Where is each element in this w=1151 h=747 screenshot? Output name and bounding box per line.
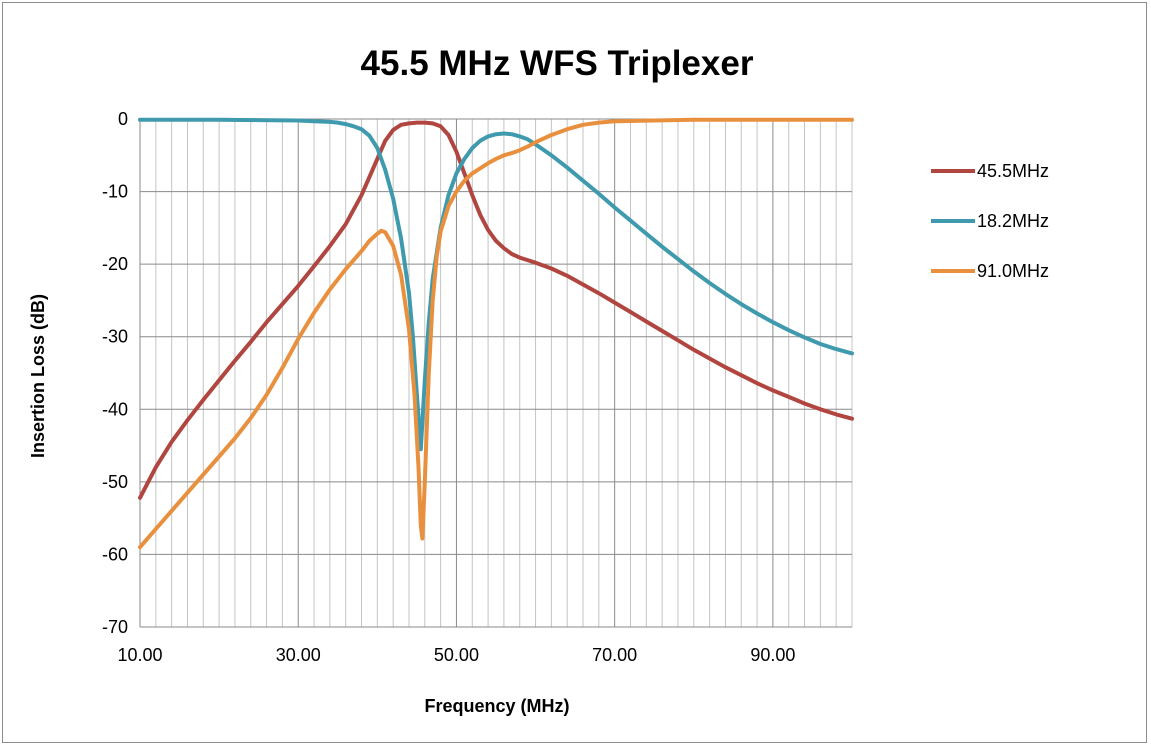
chart-title: 45.5 MHz WFS Triplexer <box>361 44 754 83</box>
series-lines <box>138 117 854 550</box>
series-line-45.5MHz <box>138 120 854 500</box>
x-axis-ticks: 10.00 30.00 50.00 70.00 90.00 <box>117 645 795 665</box>
x-tick-label: 30.00 <box>276 645 321 665</box>
x-tick-label: 50.00 <box>434 645 479 665</box>
legend: 45.5MHz 18.2MHz 91.0MHz <box>931 161 1049 281</box>
series-line-91.0MHz <box>138 117 854 550</box>
x-tick-label: 70.00 <box>592 645 637 665</box>
legend-label: 91.0MHz <box>977 261 1049 281</box>
x-tick-label: 90.00 <box>750 645 795 665</box>
y-tick-label: -20 <box>102 254 128 274</box>
x-tick-label: 10.00 <box>117 645 162 665</box>
y-axis-ticks: 0 -10 -20 -30 -40 -50 -60 -70 <box>102 109 128 637</box>
y-tick-label: -40 <box>102 399 128 419</box>
legend-label: 45.5MHz <box>977 161 1049 181</box>
gridlines <box>139 118 853 628</box>
legend-label: 18.2MHz <box>977 211 1049 231</box>
y-tick-label: 0 <box>118 109 128 129</box>
y-tick-label: -50 <box>102 472 128 492</box>
x-axis-title: Frequency (MHz) <box>424 696 569 716</box>
y-tick-label: -10 <box>102 182 128 202</box>
series-line-18.2MHz <box>138 117 854 452</box>
y-axis-title: Insertion Loss (dB) <box>28 294 48 458</box>
y-tick-label: -70 <box>102 617 128 637</box>
line-chart: 45.5 MHz WFS Triplexer 0 -10 -20 -30 -40 -50 -… <box>28 44 1049 716</box>
y-tick-label: -30 <box>102 327 128 347</box>
y-tick-label: -60 <box>102 544 128 564</box>
